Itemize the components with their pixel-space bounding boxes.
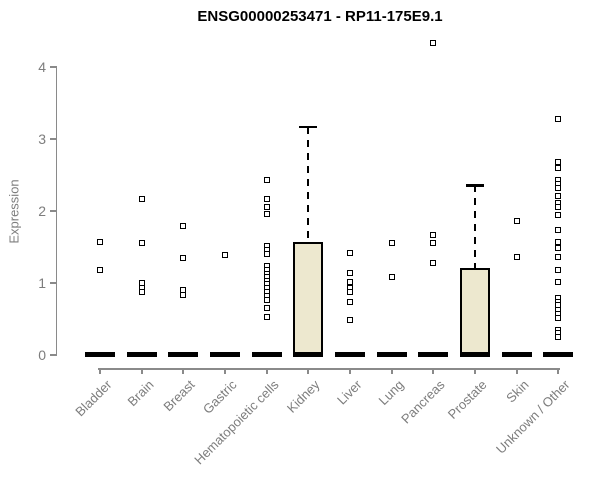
data-point (180, 254, 187, 261)
data-point (347, 316, 354, 323)
chart-title: ENSG00000253471 - RP11-175E9.1 (197, 8, 443, 25)
data-point (430, 239, 437, 246)
y-axis-tick (50, 282, 56, 284)
data-point (97, 267, 103, 274)
zero-median-bar (126, 351, 157, 357)
x-axis-tick (265, 368, 268, 374)
y-axis-tick (50, 66, 56, 68)
x-axis-tick (224, 368, 226, 374)
data-point (138, 239, 145, 246)
data-point (555, 192, 562, 199)
data-point (347, 288, 354, 295)
zero-median-bar (460, 351, 491, 357)
data-point (347, 279, 354, 286)
data-point (347, 298, 354, 305)
x-axis-tick (349, 368, 352, 374)
y-axis-line (55, 66, 57, 356)
data-point (263, 305, 270, 312)
data-point (555, 226, 562, 233)
zero-median-bar (376, 351, 407, 357)
zero-median-bar (418, 351, 449, 357)
zero-median-bar (251, 351, 282, 357)
x-axis-tick (432, 368, 435, 374)
data-point (555, 334, 562, 340)
data-point (180, 223, 187, 230)
x-axis-tick (99, 368, 101, 374)
data-point (555, 164, 562, 171)
x-axis-line (98, 368, 560, 370)
y-axis-tick (50, 210, 56, 212)
x-axis-tick (390, 368, 393, 374)
data-point (138, 195, 145, 202)
data-point (555, 212, 562, 219)
box (293, 241, 324, 355)
zero-median-bar (85, 351, 115, 357)
zero-median-bar (335, 351, 366, 357)
data-point (263, 210, 270, 217)
box (460, 267, 491, 355)
zero-median-bar (293, 351, 324, 357)
data-point (430, 40, 437, 47)
x-axis-tick (140, 368, 143, 374)
y-tick-label: 3 (38, 131, 46, 147)
data-point (388, 239, 395, 246)
data-point (347, 249, 354, 256)
data-point (222, 251, 228, 258)
data-point (555, 315, 562, 322)
data-point (555, 279, 562, 286)
data-point (555, 115, 562, 122)
data-point (263, 196, 270, 203)
data-point (263, 297, 270, 304)
data-point (97, 238, 103, 245)
zero-median-bar (543, 351, 574, 357)
data-point (555, 184, 562, 191)
y-tick-label: 2 (38, 203, 46, 219)
zero-median-bar (168, 351, 199, 357)
y-tick-label: 1 (38, 275, 46, 291)
x-axis-tick (307, 368, 310, 374)
y-tick-label: 0 (38, 347, 46, 363)
x-axis-tick (515, 368, 518, 374)
y-tick-label: 4 (38, 59, 46, 75)
data-point (347, 269, 354, 276)
data-point (430, 231, 437, 238)
x-axis-tick (182, 368, 185, 374)
whisker-cap (466, 184, 485, 187)
data-point (513, 254, 520, 261)
x-axis-tick (474, 368, 477, 374)
data-point (555, 254, 562, 261)
data-point (263, 313, 270, 320)
y-axis-tick (50, 138, 56, 140)
x-axis-tick (557, 368, 560, 374)
data-point (180, 292, 187, 299)
zero-median-bar (501, 351, 532, 357)
data-point (138, 289, 145, 296)
data-point (555, 267, 562, 274)
zero-median-bar (210, 351, 240, 357)
data-point (263, 203, 270, 210)
data-point (430, 259, 437, 266)
data-point (555, 159, 562, 166)
data-point (388, 274, 395, 281)
box-whisker (307, 126, 310, 242)
data-point (555, 244, 562, 251)
whisker-cap (299, 125, 318, 129)
data-point (555, 238, 562, 245)
data-point (263, 177, 270, 184)
box-whisker (474, 185, 477, 268)
y-axis-tick (50, 354, 56, 356)
data-point (513, 218, 520, 225)
data-point (263, 251, 270, 258)
data-point (555, 203, 562, 210)
